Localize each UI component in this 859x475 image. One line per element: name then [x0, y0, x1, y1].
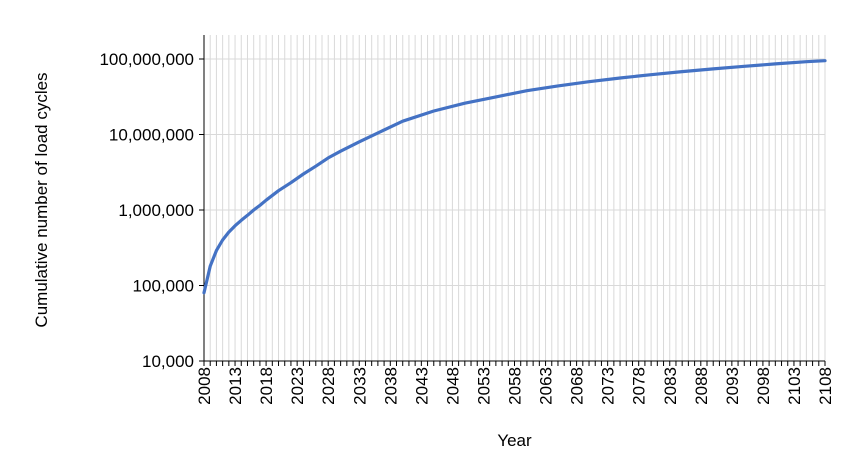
- x-tick-label: 2053: [474, 367, 493, 405]
- x-tick-label: 2018: [257, 367, 276, 405]
- x-tick-label: 2073: [599, 367, 618, 405]
- x-tick-label: 2063: [537, 367, 556, 405]
- y-tick-labels: 10,000 100,000 1,000,000 10,000,000 100,000,…: [99, 50, 194, 371]
- x-tick-label: 2033: [350, 367, 369, 405]
- x-tick-label: 2038: [381, 367, 400, 405]
- y-tick-label: 10,000,000: [109, 126, 194, 145]
- series-line: [202, 59, 827, 295]
- y-tick-label: 100,000: [133, 277, 194, 296]
- x-tick-label: 2048: [443, 367, 462, 405]
- x-tick-label: 2013: [226, 367, 245, 405]
- y-tick-label: 1,000,000: [118, 201, 194, 220]
- x-tick-label: 2028: [319, 367, 338, 405]
- vertical-gridlines: [209, 35, 826, 361]
- x-tick-label: 2058: [506, 367, 525, 405]
- y-axis-title: Cumulative number of load cycles: [32, 72, 51, 327]
- x-axis-ticks: [203, 361, 826, 366]
- x-tick-label: 2103: [785, 367, 804, 405]
- y-tick-label: 100,000,000: [99, 50, 194, 69]
- y-tick-label: 10,000: [142, 352, 194, 371]
- y-axis-ticks: [199, 58, 204, 362]
- x-tick-label: 2008: [195, 367, 214, 405]
- x-tick-labels: 2008 2013 2018 2023 2028 2033 2038 2043 2048 2053…: [195, 367, 835, 405]
- x-tick-label: 2098: [754, 367, 773, 405]
- x-tick-label: 2088: [692, 367, 711, 405]
- x-tick-label: 2043: [412, 367, 431, 405]
- x-axis-title: Year: [497, 431, 532, 450]
- x-tick-label: 2078: [630, 367, 649, 405]
- x-tick-label: 2023: [288, 367, 307, 405]
- x-tick-label: 2093: [723, 367, 742, 405]
- horizontal-gridlines: [204, 58, 825, 286]
- x-tick-label: 2083: [661, 367, 680, 405]
- x-tick-label: 2068: [568, 367, 587, 405]
- x-tick-label: 2108: [816, 367, 835, 405]
